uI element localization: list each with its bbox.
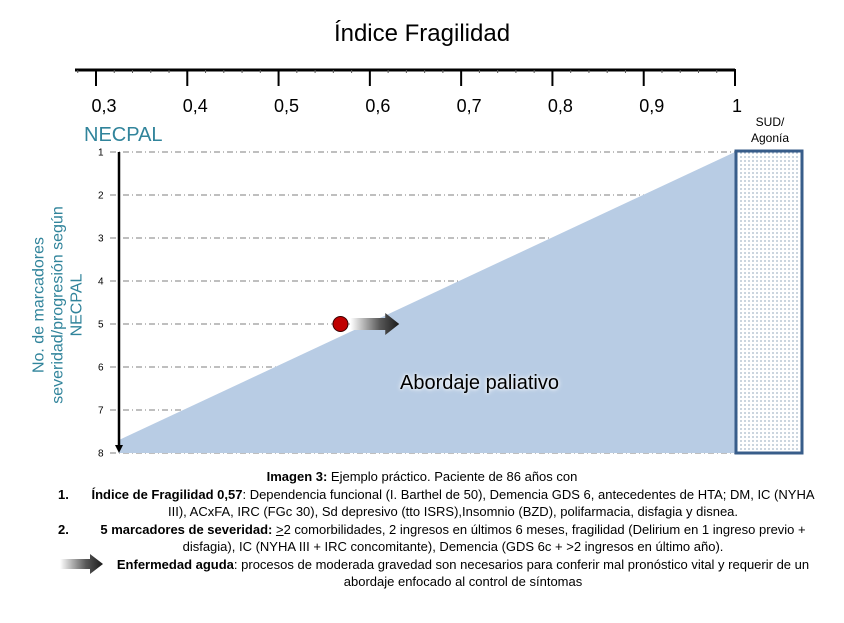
caption-intro-text: Ejemplo práctico. Paciente de 86 años co… [327, 469, 578, 484]
y-tick-label: 5 [98, 319, 104, 331]
chart-title: Índice Fragilidad [333, 20, 511, 47]
y-tick-label: 6 [98, 362, 104, 374]
caption-item-underlined: > [275, 521, 284, 537]
sud-agonia-box [734, 149, 804, 455]
x-tick-label: 1 [731, 96, 743, 116]
sud-label-line-2: Agonía [750, 131, 790, 145]
caption-item-bold: Índice de Fragilidad 0,57 [91, 486, 243, 502]
y-tick-label: 4 [98, 276, 104, 288]
palliative-region-label: Abordaje paliativo [400, 372, 559, 394]
caption-acute-disease: Enfermedad aguda: procesos de moderada g… [0, 553, 844, 591]
sud-agonia-label: SUD/ Agonía [738, 114, 802, 146]
y-tick-label: 1 [98, 147, 104, 159]
caption-item-text: 2 comorbilidades, 2 ingresos en últimos … [182, 521, 806, 555]
caption-intro: Imagen 3: Ejemplo práctico. Paciente de … [0, 468, 844, 486]
caption-item-text: : Dependencia funcional (I. Barthel de 5… [167, 486, 815, 520]
y-tick-label: 8 [98, 448, 104, 460]
necpal-header: NECPAL [84, 124, 163, 146]
y-tick-label: 3 [98, 233, 104, 245]
caption-acute-text: : procesos de moderada gravedad son nece… [233, 556, 810, 590]
palliative-region [118, 152, 736, 453]
caption-item-number: 2. [58, 521, 69, 537]
fragility-diagram [75, 68, 804, 455]
caption-item-2: 2. 5 marcadores de severidad: >2 comorbi… [0, 521, 844, 556]
y-axis-title: No. de marcadores severidad/progresión s… [30, 206, 86, 404]
arrow-right-icon [60, 553, 103, 574]
x-tick-label: 0,3 [91, 96, 117, 116]
acute-disease-arrow [350, 313, 400, 335]
patient-point [332, 316, 349, 332]
y-tick-label: 7 [98, 405, 104, 417]
sud-label-line-1: SUD/ [755, 115, 785, 129]
caption-acute-bold: Enfermedad aguda [116, 556, 234, 572]
x-tick-label: 0,5 [274, 96, 300, 116]
x-tick-label: 0,6 [365, 96, 391, 116]
caption-intro-bold: Imagen 3: [266, 469, 328, 484]
figure-caption: Imagen 3: Ejemplo práctico. Paciente de … [0, 468, 844, 591]
caption-item-bold: 5 marcadores de severidad: [100, 521, 273, 537]
x-tick-label: 0,9 [639, 96, 665, 116]
x-tick-label: 0,8 [547, 96, 573, 116]
caption-item-1: 1. Índice de Fragilidad 0,57: Dependenci… [0, 486, 844, 521]
x-tick-label: 0,4 [182, 96, 208, 116]
caption-item-number: 1. [58, 486, 69, 502]
y-tick-label: 2 [98, 190, 104, 202]
y-axis-arrowhead [115, 445, 123, 453]
x-tick-label: 0,7 [456, 96, 482, 116]
